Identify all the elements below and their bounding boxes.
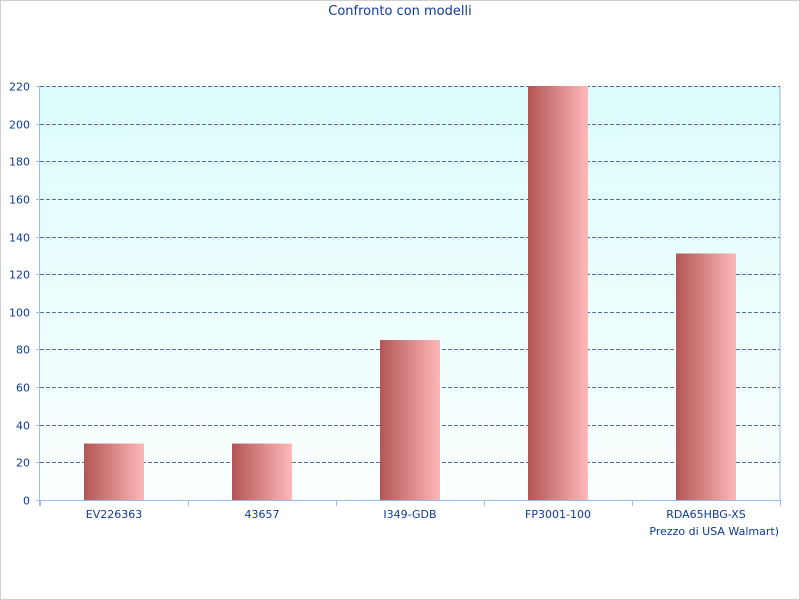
x-axis-title: Prezzo di USA Walmart) (649, 525, 779, 538)
x-tick-label: 43657 (245, 508, 280, 521)
y-tick-label: 120 (9, 269, 30, 282)
y-tick-label: 80 (16, 344, 30, 357)
bar (232, 443, 292, 500)
bar (676, 253, 736, 500)
y-tick-label: 140 (9, 232, 30, 245)
x-tick-label: RDA65HBG-XS (666, 508, 746, 521)
chart-title: Confronto con modelli (328, 4, 472, 19)
y-tick-label: 0 (23, 495, 30, 508)
y-tick-label: 100 (9, 307, 30, 320)
y-tick-label: 20 (16, 457, 30, 470)
x-tick-label: I349-GDB (383, 508, 436, 521)
bar (380, 340, 440, 500)
y-tick-label: 220 (9, 81, 30, 94)
x-tick-label: FP3001-100 (525, 508, 591, 521)
y-tick-label: 60 (16, 382, 30, 395)
y-tick-label: 160 (9, 194, 30, 207)
y-tick-label: 200 (9, 119, 30, 132)
y-tick-label: 180 (9, 156, 30, 169)
bar (528, 86, 588, 500)
y-tick-label: 40 (16, 420, 30, 433)
bar (84, 443, 144, 500)
x-tick-label: EV226363 (86, 508, 142, 521)
